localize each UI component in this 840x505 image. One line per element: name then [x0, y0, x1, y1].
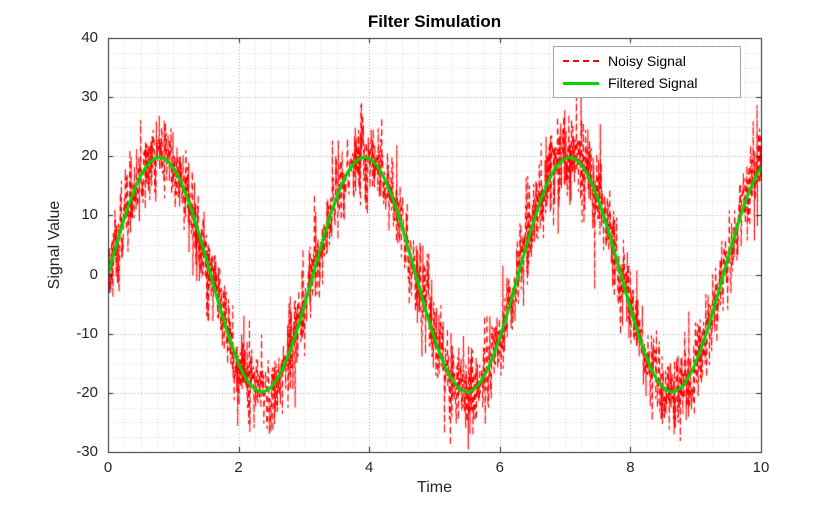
y-tick-label: 20 [81, 147, 98, 165]
noisy-signal-line-sample [563, 60, 599, 62]
y-tick-label: 0 [89, 265, 98, 283]
y-tick-label: 10 [81, 206, 98, 224]
x-tick-label: 0 [103, 459, 113, 476]
x-tick-label: 6 [495, 459, 504, 476]
y-tick-label: -10 [76, 324, 98, 342]
legend-label-noisy-signal: Noisy Signal [608, 53, 686, 69]
x-axis-label: Time [417, 479, 452, 496]
y-tick-label: -30 [76, 443, 98, 460]
legend[interactable]: Noisy Signal Filtered Signal [553, 46, 741, 98]
filtered-signal-line-sample [563, 81, 599, 85]
legend-item-noisy-signal[interactable]: Noisy Signal [554, 50, 740, 72]
y-tick-label: 30 [81, 88, 98, 106]
x-tick-label: 4 [365, 459, 374, 476]
y-tick-label: -20 [76, 383, 98, 401]
x-tick-label: 10 [752, 459, 770, 476]
chart-title: Filter Simulation [367, 12, 502, 31]
y-tick-label: 40 [81, 29, 98, 46]
legend-label-filtered-signal: Filtered Signal [608, 75, 698, 91]
legend-item-filtered-signal[interactable]: Filtered Signal [554, 72, 740, 94]
x-tick-label: 2 [234, 459, 243, 476]
x-tick-label: 8 [626, 459, 635, 476]
